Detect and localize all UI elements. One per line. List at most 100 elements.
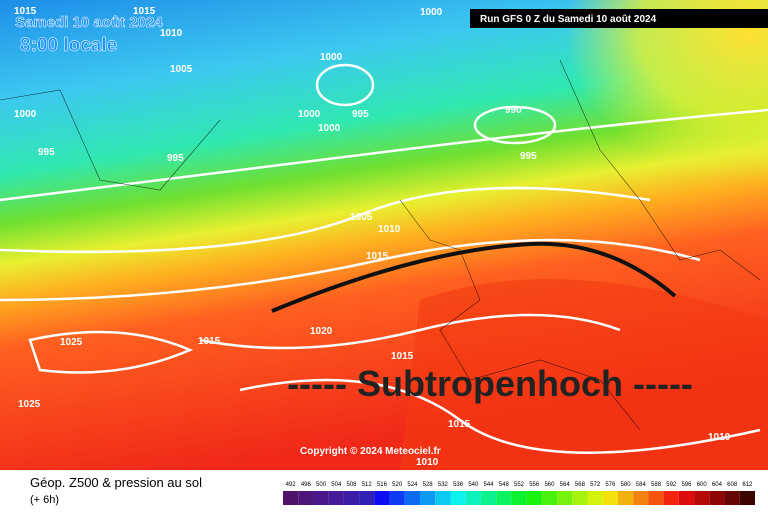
colorbar-label: 552 [514,482,525,488]
isobar-label: 1025 [60,337,83,348]
colorbar-swatch [526,491,542,505]
isobar-label: 1005 [170,64,193,75]
isobar-label: 1000 [298,109,321,120]
colorbar-swatch [465,491,481,505]
colorbar-swatch [602,491,618,505]
colorbar-swatch [359,491,375,505]
isobar-label: 1015 [366,251,389,262]
colorbar-label: 592 [666,482,677,488]
isobar-label: 1000 [14,109,37,120]
isobar-label: 1015 [198,336,221,347]
colorbar-swatch [374,491,390,505]
colorbar-label: 536 [453,482,464,488]
copyright: Copyright © 2024 Meteociel.fr [300,446,441,457]
annotation: ----- Subtropenhoch ----- [287,363,693,404]
colorbar-label: 548 [499,482,510,488]
colorbar-swatch [511,491,527,505]
colorbar-label: 568 [575,482,586,488]
colorbar-label: 512 [362,482,373,488]
colorbar-label: 504 [331,482,342,488]
colorbar-swatch [420,491,436,505]
colorbar-label: 544 [484,482,495,488]
isobar-label: 1010 [416,457,439,468]
isobar-label: 1015 [448,419,471,430]
isobar-label: 995 [167,153,184,164]
isobar-label: 1000 [420,7,443,18]
isobar-label: 1015 [391,351,414,362]
colorbar-swatch [739,491,755,505]
isobar-label: 995 [38,147,55,158]
isobar-label: 1010 [378,224,401,235]
colorbar-label: 596 [681,482,692,488]
run: Run GFS 0 Z du Samedi 10 août 2024 [480,14,657,25]
colorbar-label: 604 [712,482,723,488]
colorbar-swatch [724,491,740,505]
colorbar-swatch [480,491,497,505]
colorbar-swatch [709,491,725,505]
colorbar-swatch [541,491,558,505]
colorbar-label: 612 [742,482,753,488]
isobar-label: 1010 [708,432,731,443]
run-box [470,9,768,28]
colorbar-swatch [587,491,603,505]
isobars [0,63,768,454]
colorbar-swatch [343,491,360,505]
colorbar-swatch [694,491,710,505]
isobar-label: 1015 [133,6,156,17]
isobar-label: 1010 [160,28,183,39]
colorbar-swatch [435,491,451,505]
colorbar-label: 556 [529,482,540,488]
isobar-label: 1015 [14,6,37,17]
colorbar-swatch [404,491,421,505]
isobar-label: 995 [352,109,369,120]
colorbar-swatch [389,491,405,505]
colorbar-swatch [572,491,588,505]
colorbar-swatch [298,491,314,505]
date: Samedi 10 août 2024 [15,14,163,31]
colorbar-label: 540 [468,482,479,488]
colorbar-swatch [663,491,679,505]
isobar-label: 995 [520,151,537,162]
colorbar-label: 600 [697,482,708,488]
colorbar-swatch [450,491,466,505]
isobar-label: 1000 [320,52,343,63]
colorbar-label: 528 [423,482,434,488]
footer-step: (+ 6h) [30,494,59,506]
colorbar-label: 576 [605,482,616,488]
ridge-line [271,241,677,313]
colorbar-label: 524 [407,482,418,488]
colorbar-label: 560 [544,482,555,488]
colorbar-label: 572 [590,482,601,488]
colorbar-swatch [283,491,299,505]
colorbar-label: 584 [636,482,647,488]
colorbar-swatch [678,491,695,505]
colorbar-label: 580 [621,482,632,488]
isobar-label: 1000 [318,123,341,134]
isobar-label: 1020 [310,326,333,337]
colorbar-swatch [328,491,344,505]
colorbar-label: 564 [560,482,571,488]
colorbar-label: 496 [301,482,312,488]
isobar-label: 1005 [350,212,373,223]
colorbar-label: 588 [651,482,662,488]
colorbar-swatch [648,491,664,505]
footer-title: Géop. Z500 & pression au sol [30,475,202,490]
colorbar-label: 492 [286,482,297,488]
colorbar-swatch [633,491,649,505]
colorbar-label: 500 [316,482,327,488]
coastlines [0,59,761,431]
time: 8:00 locale [20,35,117,56]
colorbar-label: 520 [392,482,403,488]
colorbar-label: 608 [727,482,738,488]
isobar-label: 990 [505,105,522,116]
colorbar-label: 516 [377,482,388,488]
isobar-label: 1025 [18,399,41,410]
colorbar-label: 508 [347,482,358,488]
colorbar-swatch [313,491,329,505]
colorbar-label: 532 [438,482,449,488]
colorbar-swatch [496,491,512,505]
colorbar-swatch [557,491,573,505]
colorbar-swatch [617,491,634,505]
